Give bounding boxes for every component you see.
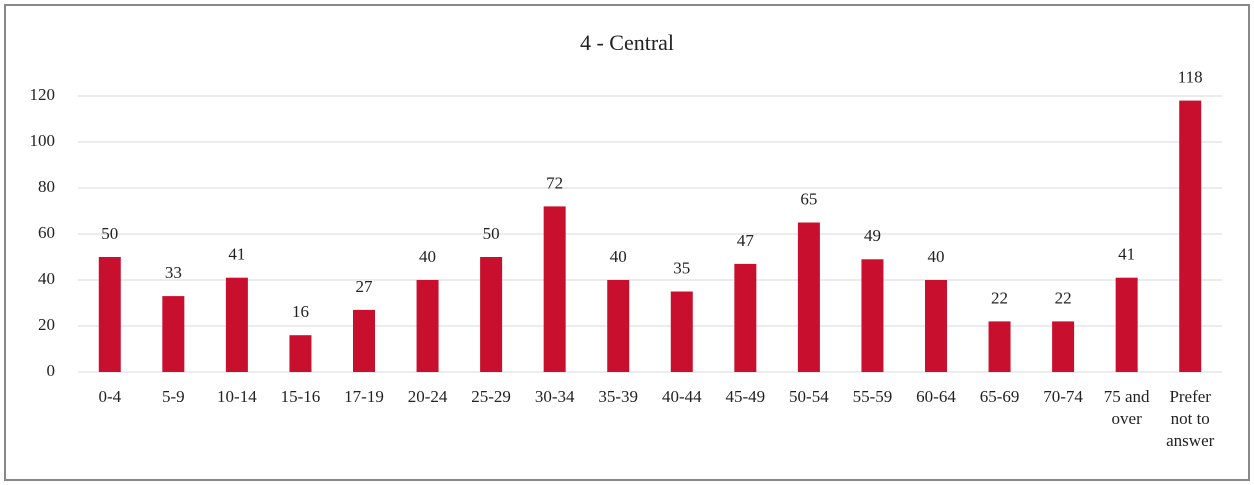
bar bbox=[98, 257, 121, 372]
x-tick-label-box: 55-59 bbox=[852, 387, 893, 406]
data-label: 49 bbox=[864, 226, 881, 245]
bar bbox=[734, 263, 757, 372]
bar bbox=[289, 335, 312, 372]
bar bbox=[925, 280, 947, 372]
x-tick-label-box: 30-34 bbox=[534, 387, 575, 406]
y-tick-label: 60 bbox=[38, 223, 55, 242]
bar bbox=[607, 280, 630, 372]
x-tick-label: 5-9 bbox=[161, 387, 185, 406]
data-label: 41 bbox=[1118, 245, 1135, 264]
bar bbox=[670, 291, 693, 372]
y-tick-label: 80 bbox=[38, 177, 55, 196]
data-label: 16 bbox=[292, 302, 309, 321]
bar bbox=[225, 277, 248, 372]
x-tick-label-box: 35-39 bbox=[598, 387, 639, 406]
data-label: 22 bbox=[1055, 288, 1072, 307]
x-tick-label: 75 and over bbox=[1103, 387, 1150, 428]
y-tick-label: 120 bbox=[30, 85, 56, 104]
x-tick-label: 25-29 bbox=[471, 387, 511, 406]
bar bbox=[861, 259, 884, 372]
x-tick-label: 65-69 bbox=[979, 387, 1020, 406]
x-tick-label: 10-14 bbox=[217, 387, 257, 406]
y-tick-label: 40 bbox=[38, 269, 55, 288]
y-tick-label: 20 bbox=[38, 315, 55, 334]
bar bbox=[797, 222, 820, 372]
data-label: 41 bbox=[228, 245, 245, 264]
x-tick-label-box: Prefer not to answer bbox=[1166, 387, 1215, 450]
x-tick-label-box: 5-9 bbox=[161, 387, 185, 406]
x-tick-label: 20-24 bbox=[407, 387, 448, 406]
x-tick-label: 70-74 bbox=[1043, 387, 1083, 406]
x-tick-label: 17-19 bbox=[344, 387, 384, 406]
x-tick-label: 55-59 bbox=[852, 387, 893, 406]
x-tick-label-box: 17-19 bbox=[344, 387, 384, 406]
bar bbox=[1179, 100, 1202, 372]
data-label: 33 bbox=[165, 263, 182, 282]
data-label: 65 bbox=[800, 189, 817, 208]
x-tick-label: 0-4 bbox=[98, 387, 122, 406]
data-label: 40 bbox=[610, 247, 627, 266]
x-tick-label-box: 10-14 bbox=[217, 387, 257, 406]
chart-frame bbox=[4, 4, 1250, 481]
x-tick-label: 35-39 bbox=[598, 387, 639, 406]
x-tick-label: 45-49 bbox=[725, 387, 766, 406]
bar bbox=[988, 321, 1011, 372]
chart-title: 4 - Central bbox=[580, 30, 674, 55]
bar bbox=[1052, 321, 1075, 372]
x-tick-label-box: 40-44 bbox=[661, 387, 702, 406]
x-tick-label-box: 0-4 bbox=[98, 387, 122, 406]
bar bbox=[1115, 277, 1138, 372]
x-tick-label-box: 70-74 bbox=[1043, 387, 1083, 406]
data-label: 40 bbox=[928, 247, 945, 266]
x-tick-label-box: 60-64 bbox=[916, 387, 956, 406]
bar bbox=[480, 257, 503, 372]
x-tick-label: 15-16 bbox=[280, 387, 321, 406]
data-label: 50 bbox=[101, 224, 118, 243]
x-tick-label-box: 45-49 bbox=[725, 387, 766, 406]
data-label: 22 bbox=[991, 288, 1008, 307]
data-label: 40 bbox=[419, 247, 436, 266]
y-tick-label: 100 bbox=[30, 131, 56, 150]
data-label: 35 bbox=[673, 258, 690, 277]
x-tick-label-box: 25-29 bbox=[471, 387, 511, 406]
x-tick-label-box: 20-24 bbox=[407, 387, 448, 406]
x-tick-label-box: 75 and over bbox=[1103, 387, 1150, 428]
y-tick-label: 0 bbox=[47, 361, 56, 380]
data-label: 50 bbox=[483, 224, 500, 243]
x-tick-label: 40-44 bbox=[661, 387, 702, 406]
bar bbox=[416, 280, 439, 372]
bar bbox=[353, 309, 375, 372]
x-tick-label-box: 15-16 bbox=[280, 387, 321, 406]
x-tick-label-box: 50-54 bbox=[789, 387, 829, 406]
data-label: 27 bbox=[356, 277, 374, 296]
x-tick-label: Prefer not to answer bbox=[1166, 387, 1215, 450]
x-tick-label: 60-64 bbox=[916, 387, 956, 406]
x-tick-label: 30-34 bbox=[534, 387, 575, 406]
x-tick-label-box: 65-69 bbox=[979, 387, 1020, 406]
bar bbox=[162, 296, 185, 372]
bar bbox=[543, 206, 566, 372]
data-label: 72 bbox=[546, 173, 563, 192]
x-tick-label: 50-54 bbox=[789, 387, 829, 406]
data-label: 47 bbox=[737, 231, 755, 250]
data-label: 118 bbox=[1178, 68, 1203, 87]
